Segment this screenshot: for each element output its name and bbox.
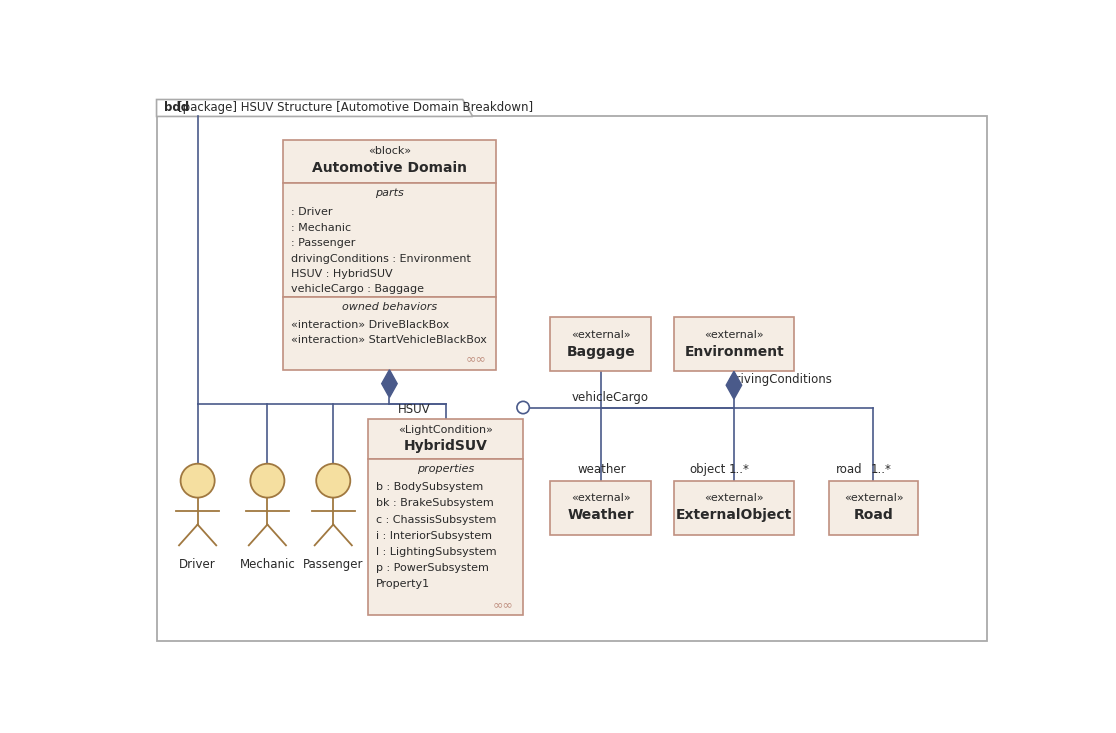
FancyBboxPatch shape bbox=[550, 481, 651, 534]
Text: HSUV : HybridSUV: HSUV : HybridSUV bbox=[290, 269, 392, 279]
Circle shape bbox=[250, 464, 285, 498]
Polygon shape bbox=[156, 100, 473, 117]
Text: : Mechanic: : Mechanic bbox=[290, 223, 350, 232]
Text: «external»: «external» bbox=[570, 493, 631, 504]
FancyBboxPatch shape bbox=[156, 117, 988, 641]
Text: vehicleCargo: vehicleCargo bbox=[573, 391, 648, 404]
Text: ExternalObject: ExternalObject bbox=[676, 508, 792, 523]
Text: HybridSUV: HybridSUV bbox=[404, 439, 488, 453]
Text: l : LightingSubsystem: l : LightingSubsystem bbox=[376, 547, 497, 557]
FancyBboxPatch shape bbox=[550, 317, 651, 372]
FancyBboxPatch shape bbox=[282, 297, 496, 369]
Text: Passenger: Passenger bbox=[304, 558, 364, 571]
Text: object: object bbox=[690, 463, 727, 476]
Text: «external»: «external» bbox=[844, 493, 904, 504]
Text: 1..*: 1..* bbox=[872, 463, 892, 476]
FancyBboxPatch shape bbox=[674, 317, 795, 372]
Text: : Passenger: : Passenger bbox=[290, 238, 355, 248]
Text: Driver: Driver bbox=[180, 558, 217, 571]
Text: drivingConditions: drivingConditions bbox=[729, 372, 833, 386]
Text: [package] HSUV Structure [Automotive Domain Breakdown]: [package] HSUV Structure [Automotive Dom… bbox=[179, 101, 533, 114]
Text: «external»: «external» bbox=[704, 493, 764, 504]
Text: bdd: bdd bbox=[164, 101, 190, 114]
Text: weather: weather bbox=[577, 463, 626, 476]
FancyBboxPatch shape bbox=[674, 481, 795, 534]
Text: Automotive Domain: Automotive Domain bbox=[312, 161, 466, 175]
Text: «LightCondition»: «LightCondition» bbox=[398, 425, 493, 435]
Circle shape bbox=[316, 464, 350, 498]
Text: : Driver: : Driver bbox=[290, 207, 333, 217]
Text: road: road bbox=[836, 463, 862, 476]
Text: vehicleCargo : Baggage: vehicleCargo : Baggage bbox=[290, 284, 424, 295]
FancyBboxPatch shape bbox=[282, 183, 496, 297]
Circle shape bbox=[181, 464, 214, 498]
Text: 1..*: 1..* bbox=[729, 463, 749, 476]
Text: properties: properties bbox=[417, 464, 474, 474]
Text: c : ChassisSubsystem: c : ChassisSubsystem bbox=[376, 515, 497, 525]
FancyBboxPatch shape bbox=[368, 459, 523, 616]
Text: p : PowerSubsystem: p : PowerSubsystem bbox=[376, 563, 489, 573]
Text: b : BodySubsystem: b : BodySubsystem bbox=[376, 482, 483, 492]
Text: «interaction» StartVehicleBlackBox: «interaction» StartVehicleBlackBox bbox=[290, 335, 487, 345]
Text: drivingConditions : Environment: drivingConditions : Environment bbox=[290, 254, 471, 263]
FancyBboxPatch shape bbox=[829, 481, 918, 534]
Text: «interaction» DriveBlackBox: «interaction» DriveBlackBox bbox=[290, 320, 449, 330]
Text: «external»: «external» bbox=[704, 330, 764, 340]
Text: ∞∞: ∞∞ bbox=[493, 598, 513, 611]
Circle shape bbox=[517, 402, 529, 413]
Text: «block»: «block» bbox=[368, 146, 411, 156]
Text: Property1: Property1 bbox=[376, 579, 430, 589]
Text: owned behaviors: owned behaviors bbox=[341, 302, 437, 312]
Text: ∞∞: ∞∞ bbox=[466, 353, 487, 366]
Text: bk : BrakeSubsystem: bk : BrakeSubsystem bbox=[376, 498, 493, 509]
Text: Environment: Environment bbox=[684, 345, 785, 359]
Text: «external»: «external» bbox=[570, 330, 631, 340]
Text: Weather: Weather bbox=[567, 508, 634, 523]
Polygon shape bbox=[727, 372, 742, 399]
FancyBboxPatch shape bbox=[368, 419, 523, 459]
Text: parts: parts bbox=[375, 188, 404, 199]
FancyBboxPatch shape bbox=[282, 140, 496, 183]
Text: Baggage: Baggage bbox=[566, 345, 635, 359]
Text: Mechanic: Mechanic bbox=[240, 558, 296, 571]
Text: i : InteriorSubsystem: i : InteriorSubsystem bbox=[376, 531, 492, 541]
Polygon shape bbox=[382, 369, 397, 397]
Text: HSUV: HSUV bbox=[398, 403, 431, 416]
Text: Road: Road bbox=[854, 508, 894, 523]
